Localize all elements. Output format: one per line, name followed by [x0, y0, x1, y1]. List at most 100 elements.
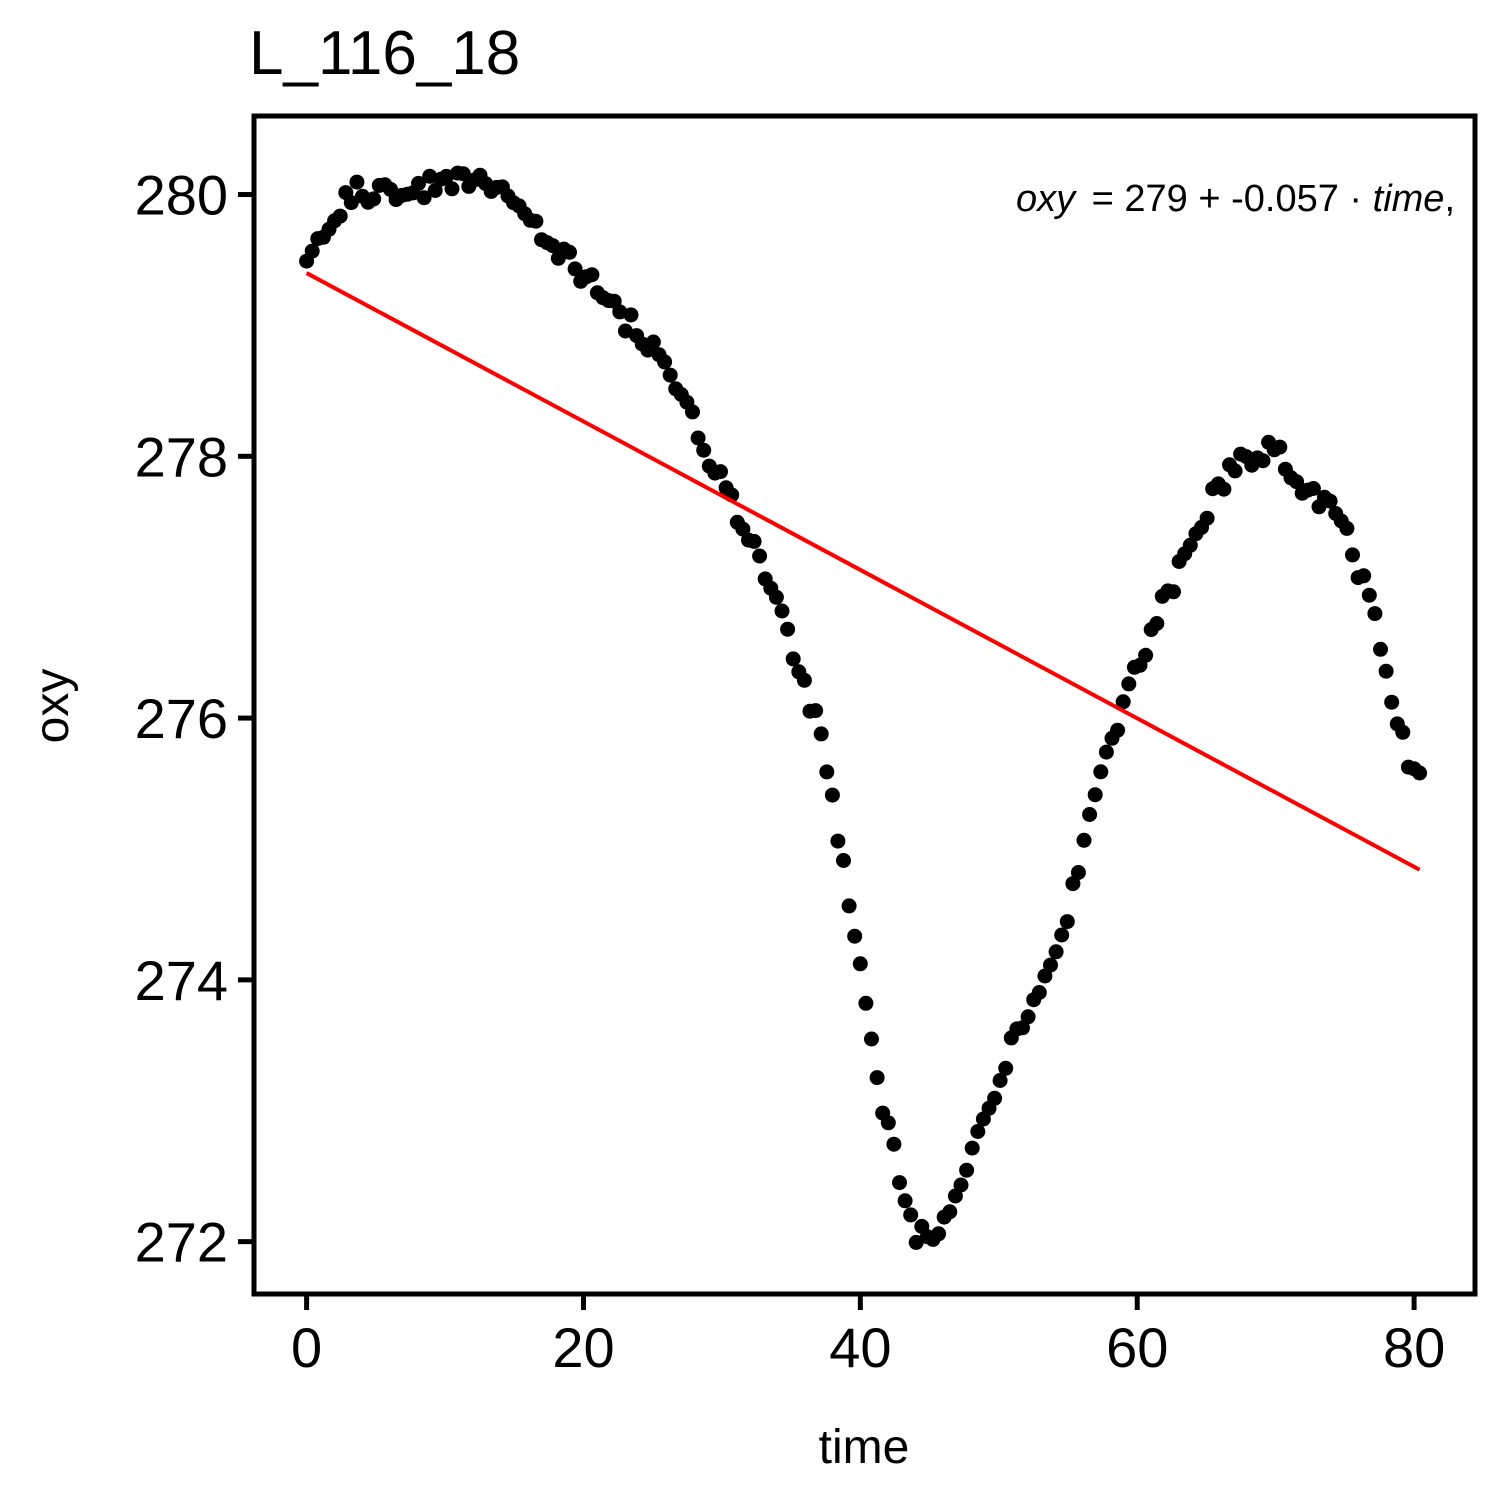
data-point — [1361, 587, 1377, 603]
equation-trail: , — [1444, 178, 1455, 220]
data-point — [623, 307, 639, 323]
data-point — [1216, 481, 1232, 497]
data-point — [931, 1226, 947, 1242]
x-tick-label: 20 — [552, 1316, 614, 1379]
data-point — [752, 548, 768, 564]
x-tick-label: 60 — [1106, 1316, 1168, 1379]
data-point — [1070, 865, 1086, 880]
data-point — [1339, 520, 1355, 536]
data-point — [892, 1175, 907, 1191]
x-axis-title: time — [819, 1421, 910, 1474]
data-point — [813, 726, 829, 742]
regression-equation: oxy = 279 + -0.057 · time, — [1016, 178, 1455, 220]
data-point — [908, 1234, 924, 1250]
y-tick-label: 274 — [135, 949, 228, 1012]
data-point — [1065, 876, 1081, 892]
data-point — [987, 1090, 1003, 1106]
y-tick-label: 278 — [135, 425, 228, 488]
data-point — [1345, 547, 1360, 563]
data-point — [774, 603, 790, 619]
data-point — [1115, 694, 1131, 710]
data-point — [858, 995, 874, 1011]
equation-slope: -0.057 — [1231, 178, 1339, 220]
data-point — [528, 213, 544, 229]
data-point — [1356, 568, 1372, 584]
data-point — [1087, 787, 1103, 803]
x-tick-label: 40 — [829, 1316, 891, 1379]
data-points — [299, 165, 1428, 1250]
data-point — [696, 442, 712, 458]
data-point — [343, 195, 359, 211]
data-point — [869, 1070, 885, 1086]
data-point — [903, 1207, 919, 1223]
data-point — [1182, 537, 1198, 553]
data-point — [562, 244, 577, 260]
data-point — [1059, 914, 1075, 930]
data-point — [992, 1073, 1008, 1088]
data-point — [1166, 584, 1181, 600]
x-axis-ticks: 0 20 40 60 80 — [291, 1294, 1445, 1379]
data-point — [657, 354, 673, 370]
data-point — [1082, 807, 1098, 822]
data-point — [1076, 832, 1092, 848]
data-point — [1378, 663, 1394, 679]
data-point — [1054, 927, 1070, 943]
data-point — [808, 703, 824, 719]
data-point — [1255, 453, 1271, 469]
data-point — [1048, 944, 1064, 960]
data-point — [1149, 616, 1165, 631]
data-point — [662, 367, 678, 383]
y-tick-label: 276 — [135, 687, 228, 750]
data-point — [1093, 764, 1109, 780]
y-axis-title: oxy — [26, 669, 79, 744]
data-point — [830, 833, 846, 849]
data-point — [1367, 606, 1383, 622]
data-point — [1043, 957, 1058, 973]
data-point — [567, 261, 583, 277]
data-point — [1412, 765, 1428, 781]
x-tick-label: 0 — [291, 1316, 322, 1379]
equation-variable: time — [1373, 178, 1445, 220]
data-point — [998, 1060, 1014, 1076]
data-point — [864, 1031, 879, 1047]
data-point — [455, 166, 471, 182]
data-point — [427, 183, 443, 198]
data-point — [1272, 439, 1288, 455]
data-point — [645, 334, 661, 350]
data-point — [304, 243, 320, 259]
data-point — [1373, 641, 1388, 657]
data-point — [1289, 474, 1305, 490]
data-point — [970, 1124, 986, 1139]
data-point — [964, 1140, 980, 1156]
data-point — [768, 589, 784, 605]
data-point — [847, 928, 863, 944]
regression-line — [305, 271, 1421, 872]
data-point — [746, 533, 762, 549]
equation-intercept: 279 — [1124, 178, 1187, 220]
data-point — [690, 430, 706, 446]
data-point — [1199, 510, 1215, 526]
data-point — [1227, 463, 1243, 479]
data-point — [1395, 724, 1411, 740]
y-tick-label: 272 — [135, 1211, 228, 1274]
data-point — [685, 404, 700, 420]
plot-panel-border — [251, 113, 1478, 1297]
data-point — [411, 175, 426, 191]
y-axis-ticks: 272 274 276 278 280 — [135, 164, 254, 1274]
data-point — [841, 898, 857, 914]
data-point — [836, 853, 851, 868]
data-point — [880, 1115, 896, 1131]
data-point — [785, 651, 801, 667]
data-point — [444, 181, 460, 197]
data-point — [1305, 481, 1321, 496]
data-point — [886, 1136, 902, 1152]
x-tick-label: 80 — [1383, 1316, 1445, 1379]
data-point — [584, 267, 600, 283]
y-tick-label: 280 — [135, 164, 228, 227]
data-point — [1121, 676, 1137, 692]
data-point — [824, 787, 840, 803]
data-point — [713, 464, 728, 480]
data-point — [780, 621, 796, 637]
data-point — [1098, 744, 1114, 760]
